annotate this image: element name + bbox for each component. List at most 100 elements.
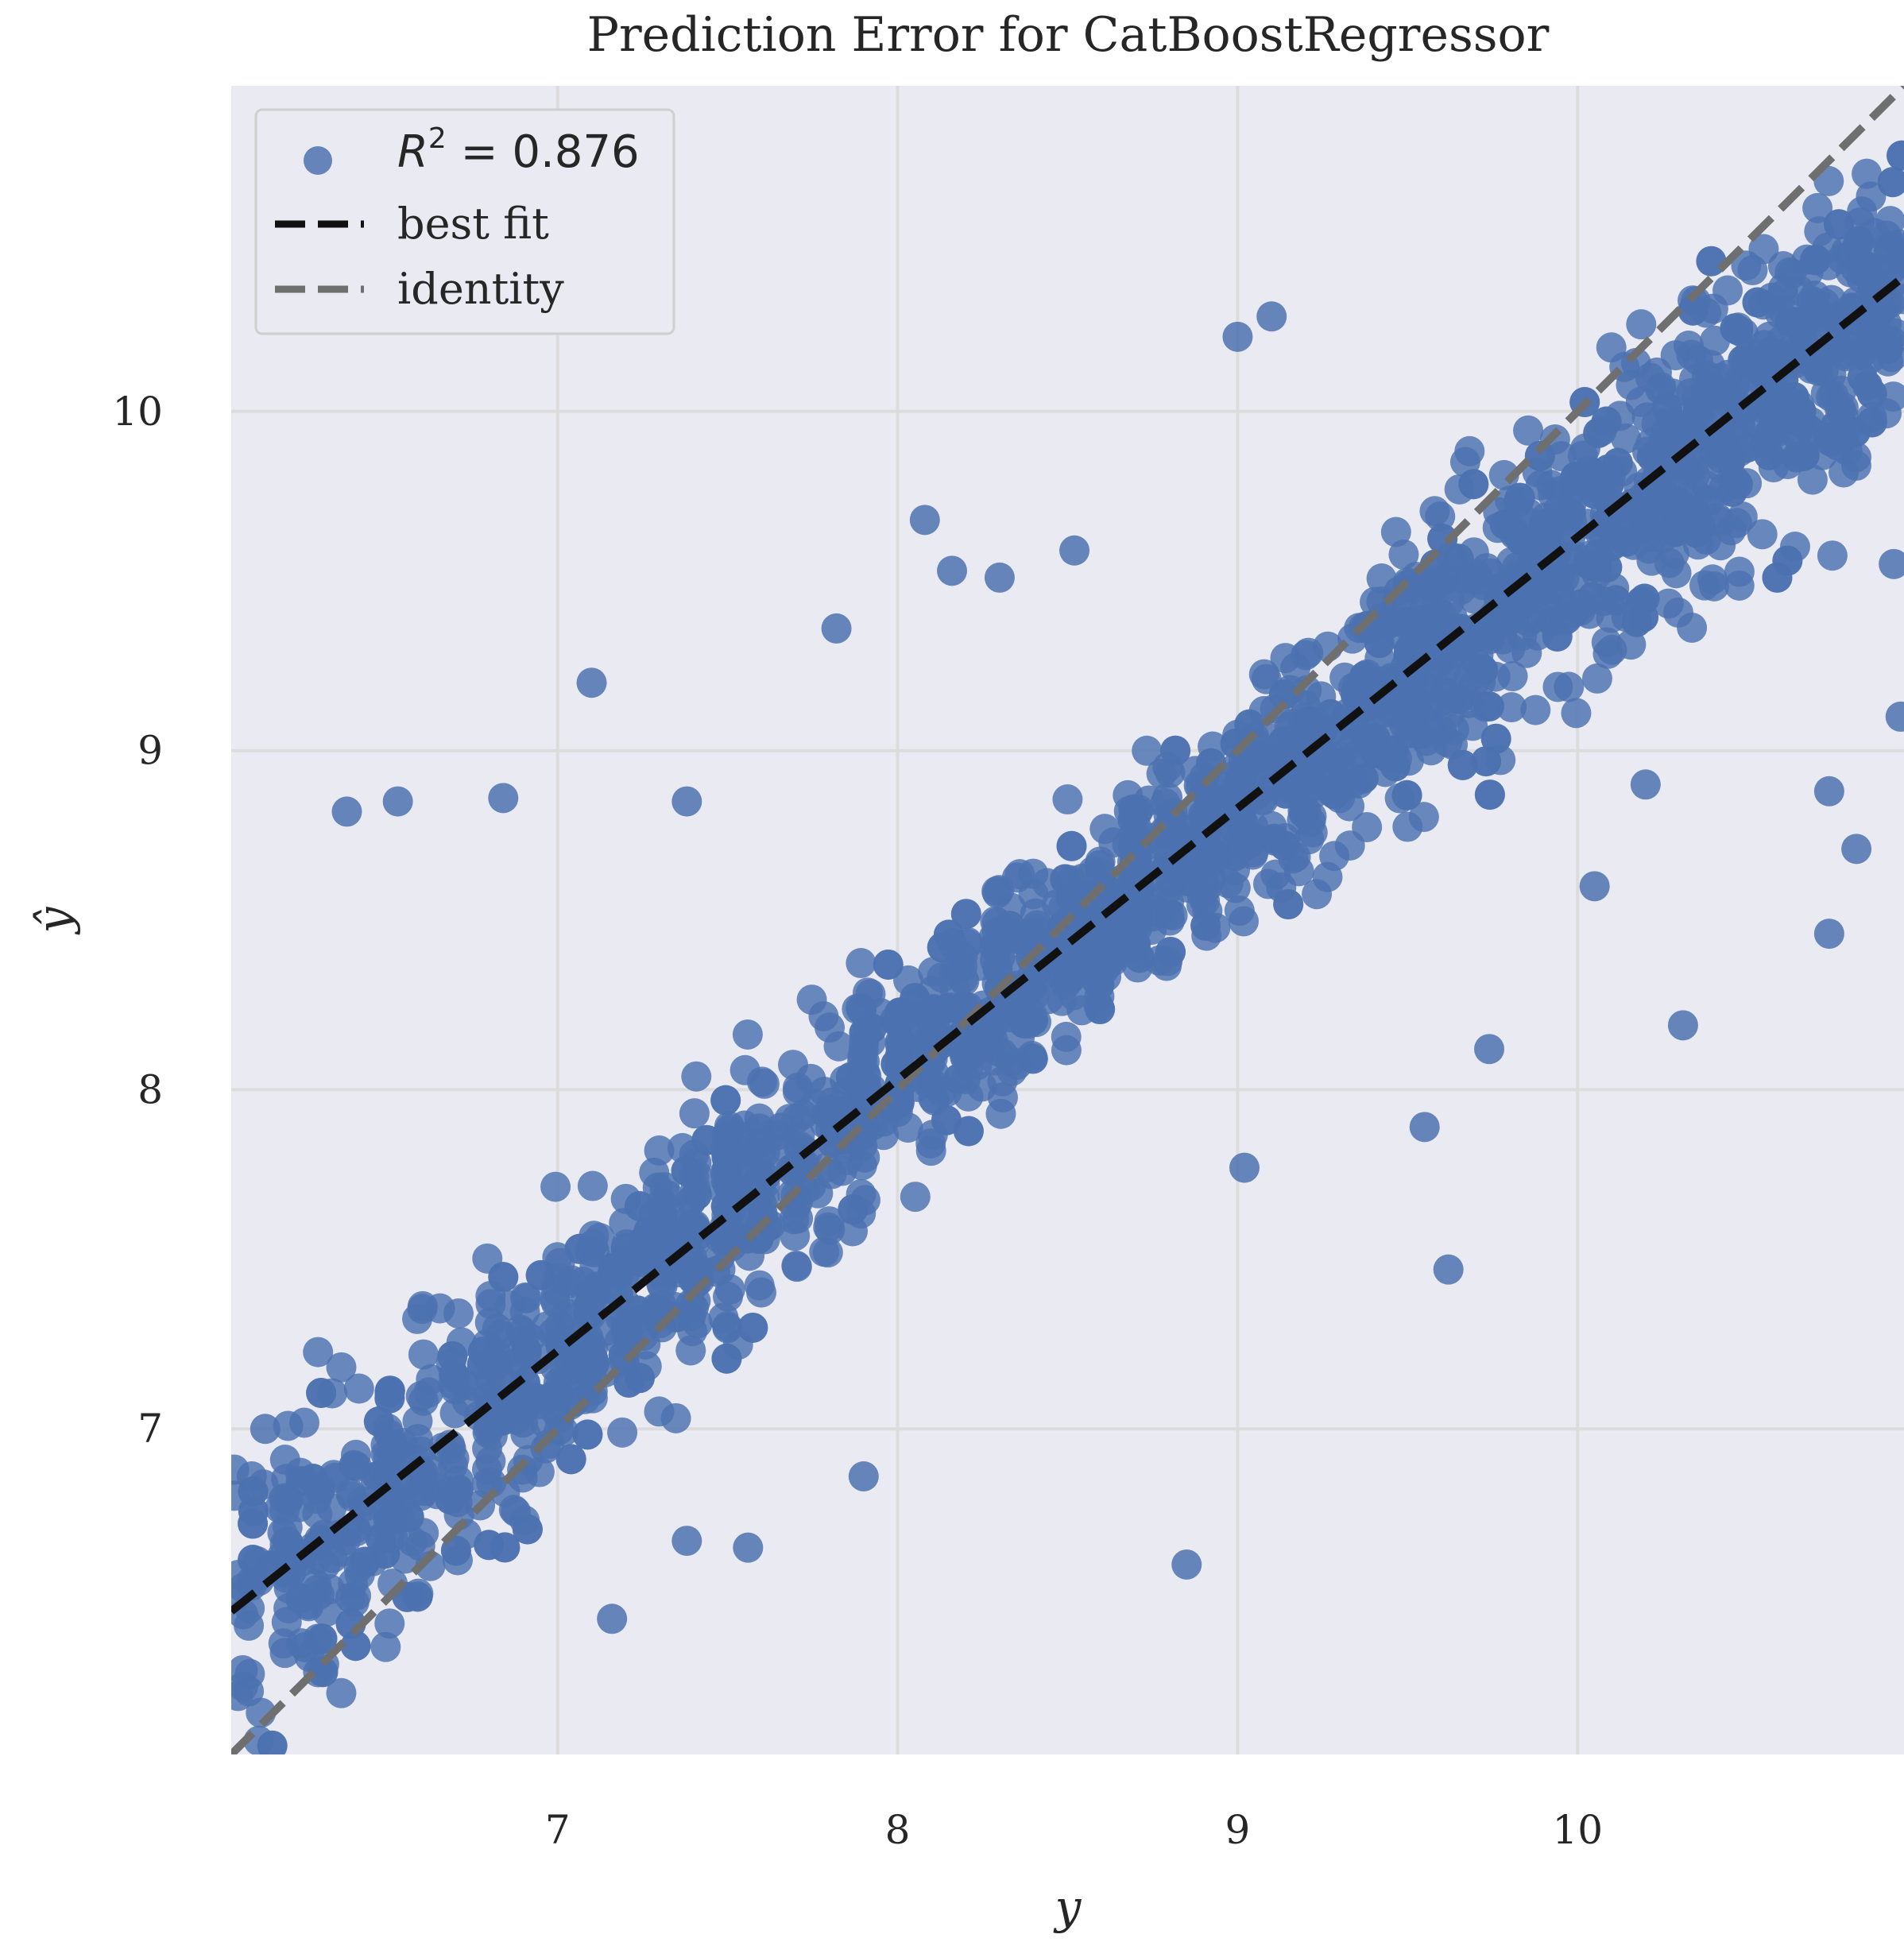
data-point <box>382 786 413 817</box>
data-point <box>1260 771 1291 802</box>
data-point <box>1616 629 1647 660</box>
data-point <box>1600 585 1631 616</box>
data-point <box>1421 567 1452 598</box>
data-point <box>1474 1034 1505 1065</box>
data-point <box>942 1063 973 1094</box>
data-point <box>1229 1152 1260 1183</box>
legend-r2-label: R2 = 0.876 <box>397 122 640 178</box>
data-point <box>1579 871 1610 902</box>
data-point <box>1885 701 1904 732</box>
data-point <box>1841 834 1872 865</box>
data-point <box>1678 295 1709 326</box>
data-point <box>576 667 607 698</box>
data-point <box>374 1375 405 1406</box>
data-point <box>511 1336 542 1367</box>
data-point <box>1542 621 1573 652</box>
data-point <box>1474 780 1505 810</box>
data-point <box>671 1155 702 1186</box>
data-point <box>308 1657 339 1688</box>
data-point <box>1055 882 1086 913</box>
data-point <box>555 1444 586 1475</box>
data-point <box>1458 583 1489 614</box>
data-point <box>909 505 940 536</box>
data-point <box>573 1298 604 1329</box>
data-point <box>1391 780 1422 810</box>
x-tick-label: 8 <box>885 1807 911 1853</box>
best-fit-line <box>231 273 1904 1615</box>
data-point <box>852 977 883 1008</box>
data-point <box>1872 333 1903 364</box>
data-point <box>1844 226 1875 257</box>
legend-box <box>254 108 675 335</box>
data-point <box>1513 415 1544 446</box>
data-point <box>782 1076 813 1107</box>
data-point <box>1085 994 1116 1025</box>
data-point <box>1813 919 1844 950</box>
x-tick-labels: 7 8 9 10 <box>545 1807 1603 1853</box>
data-point <box>732 1019 763 1050</box>
data-point <box>624 1363 655 1394</box>
data-point <box>1222 321 1253 352</box>
data-point <box>985 1098 1016 1129</box>
data-point <box>1523 524 1554 555</box>
data-point <box>671 786 702 817</box>
data-point <box>733 1532 764 1563</box>
data-point <box>849 1017 880 1048</box>
data-point <box>544 1379 575 1410</box>
data-point <box>846 948 877 979</box>
data-point <box>1408 802 1439 833</box>
data-point <box>947 963 978 994</box>
legend: R2 = 0.876 best fit identity <box>254 108 675 335</box>
data-point <box>326 1677 357 1708</box>
data-point <box>257 1730 288 1754</box>
data-point <box>1629 583 1660 614</box>
data-point <box>572 1419 603 1450</box>
data-point <box>1097 943 1128 974</box>
data-point <box>708 1302 739 1333</box>
data-point <box>892 1112 923 1143</box>
data-point <box>1224 896 1255 927</box>
data-point <box>312 1596 342 1627</box>
data-point <box>1085 846 1116 877</box>
chart-title: Prediction Error for CatBoostRegressor <box>587 7 1550 63</box>
data-point <box>1504 482 1535 513</box>
data-point <box>490 1476 521 1507</box>
data-point <box>1086 893 1117 924</box>
data-point <box>307 1623 338 1654</box>
data-point <box>374 1608 405 1639</box>
data-point <box>577 1170 608 1201</box>
data-point <box>1577 582 1608 613</box>
data-point <box>1438 714 1469 745</box>
data-point <box>873 949 904 980</box>
data-point <box>475 1289 506 1320</box>
data-point <box>1524 440 1555 471</box>
data-point <box>1648 438 1679 469</box>
data-point <box>1685 512 1716 543</box>
data-point <box>846 1084 877 1115</box>
data-point <box>1747 519 1778 550</box>
data-point <box>269 1638 300 1669</box>
data-point <box>784 1120 815 1151</box>
data-point <box>509 1282 540 1313</box>
data-point <box>306 1377 337 1408</box>
data-point <box>915 1128 946 1159</box>
data-point <box>680 1267 711 1298</box>
data-point <box>1433 1254 1464 1285</box>
data-point <box>1171 1549 1202 1580</box>
data-point <box>710 1085 741 1116</box>
data-point <box>1742 287 1773 318</box>
data-point <box>509 1368 540 1398</box>
data-point <box>948 1018 979 1049</box>
data-point <box>1256 301 1287 332</box>
data-point <box>1651 392 1682 423</box>
data-point <box>1480 723 1511 754</box>
data-point <box>1132 735 1163 766</box>
data-point <box>1160 735 1191 766</box>
data-point <box>377 1429 408 1460</box>
data-point <box>1273 889 1304 920</box>
data-point <box>900 1182 931 1213</box>
data-point <box>1267 726 1298 757</box>
data-point <box>1341 679 1372 710</box>
data-point <box>524 1456 555 1487</box>
data-point <box>1430 678 1461 709</box>
